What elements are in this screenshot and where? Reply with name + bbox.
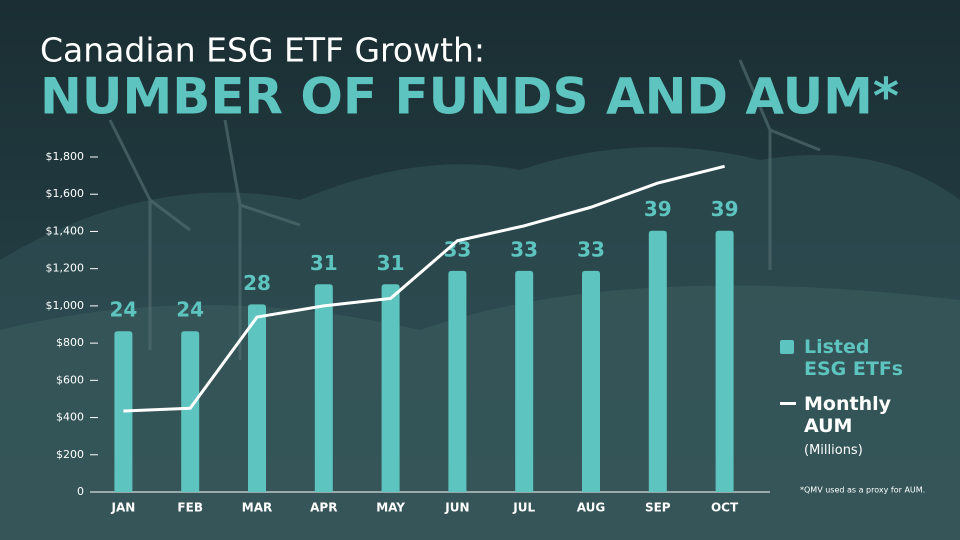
- turbines: [108, 59, 821, 360]
- data-label: 31: [310, 251, 338, 275]
- x-tick-label: FEB: [177, 501, 203, 515]
- legend-unit: (Millions): [804, 443, 863, 458]
- bar: [114, 331, 133, 492]
- y-tick-label: $1,800: [46, 150, 85, 163]
- y-tick-label: $800: [56, 336, 84, 349]
- data-label: 31: [377, 251, 405, 275]
- bar: [582, 270, 600, 492]
- legend-name: Monthly AUM: [804, 393, 891, 437]
- bar: [448, 270, 467, 492]
- data-label: 39: [711, 197, 739, 221]
- bar: [314, 284, 333, 492]
- x-tick-label: JUL: [512, 501, 535, 515]
- x-tick-label: JUN: [444, 501, 469, 515]
- legend-swatch: [780, 340, 794, 354]
- legend-label: Monthly AUM (Millions): [804, 393, 904, 462]
- data-label: 24: [109, 298, 137, 322]
- chart-subtitle: NUMBER OF FUNDS AND AUM*: [40, 68, 899, 126]
- x-tick-label: MAR: [242, 501, 272, 515]
- bar: [648, 230, 667, 492]
- x-tick-label: APR: [310, 501, 337, 515]
- data-label: 33: [577, 237, 605, 261]
- x-tick-label: AUG: [577, 501, 606, 515]
- bar: [515, 270, 534, 492]
- x-tick-label: MAY: [376, 501, 405, 515]
- data-label: 24: [176, 298, 204, 322]
- x-tick-label: SEP: [645, 501, 671, 515]
- bar: [248, 304, 266, 492]
- data-label: 39: [644, 197, 672, 221]
- legend-label: Listed ESG ETFs: [804, 336, 904, 380]
- y-tick-label: $1,600: [46, 187, 85, 200]
- x-tick-label: JAN: [111, 501, 136, 515]
- bar: [381, 284, 400, 492]
- chart-title: Canadian ESG ETF Growth:: [40, 31, 485, 70]
- y-tick-label: $1,400: [46, 224, 85, 237]
- bar: [181, 331, 200, 492]
- y-tick-label: $400: [56, 411, 84, 424]
- y-tick-label: 0: [77, 485, 84, 498]
- y-tick-label: $200: [56, 448, 84, 461]
- y-tick-label: $1,200: [46, 262, 85, 275]
- y-tick-label: $600: [56, 373, 84, 386]
- legend-swatch: [780, 402, 796, 405]
- y-tick-label: $1,000: [46, 299, 85, 312]
- footnote: *QMV used as a proxy for AUM.: [800, 486, 925, 495]
- line: [123, 164, 725, 413]
- bar: [715, 230, 734, 492]
- data-label: 28: [243, 271, 271, 295]
- data-label: 33: [510, 237, 538, 261]
- x-tick-label: OCT: [711, 501, 739, 515]
